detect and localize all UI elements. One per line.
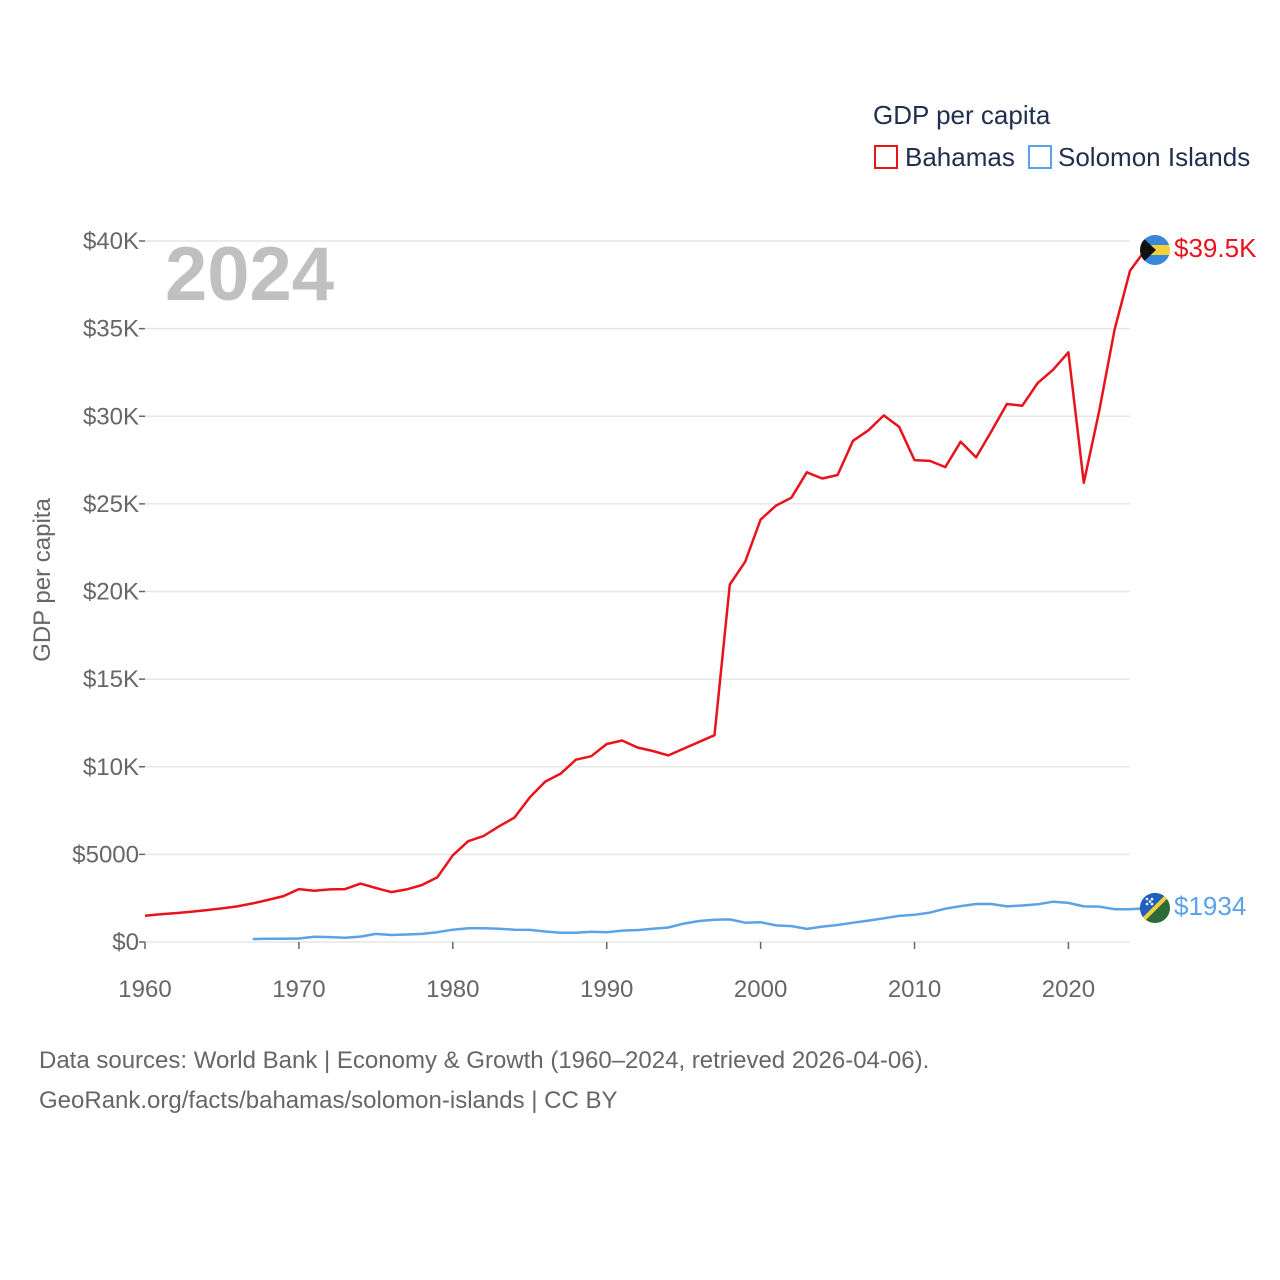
y-tick-label-25000: $25K: [83, 491, 139, 518]
gridlines: [145, 240, 1130, 943]
y-tick-label-40000: $40K: [83, 228, 139, 255]
y-tick-label-30000: $30K: [83, 403, 139, 430]
x-tick-label-1960: 1960: [118, 976, 171, 1003]
x-tick-label-1980: 1980: [426, 976, 479, 1003]
series-line-solomon-islands[interactable]: [252, 900, 1161, 941]
y-axis-label: GDP per capita: [29, 498, 56, 662]
legend-title: GDP per capita: [873, 100, 1051, 130]
series-lines: [144, 248, 1161, 941]
y-tick-label-10000: $10K: [83, 754, 139, 781]
y-tick-label-15000: $15K: [83, 666, 139, 693]
legend-swatch-solomon-islands[interactable]: [1028, 145, 1052, 169]
y-tick-label-20000: $20K: [83, 579, 139, 606]
x-tick-label-2000: 2000: [734, 976, 787, 1003]
end-label-solomon-islands: $1934: [1174, 891, 1246, 921]
series-line-bahamas[interactable]: [144, 248, 1161, 917]
y-tick-label-5000: $5000: [72, 841, 139, 868]
footer-link[interactable]: GeoRank.org/facts/bahamas/solomon-island…: [39, 1087, 618, 1114]
x-tick-label-2020: 2020: [1042, 976, 1095, 1003]
y-axis-ticks: $0 $5000 $10K $15K $20K $25K $30K $35K $40K: [72, 228, 145, 956]
legend-label-solomon-islands[interactable]: Solomon Islands: [1058, 142, 1250, 172]
y-tick-label-0: $0: [112, 929, 139, 956]
x-tick-label-2010: 2010: [888, 976, 941, 1003]
footer-sources: Data sources: World Bank | Economy & Gro…: [39, 1047, 929, 1074]
end-label-bahamas: $39.5K: [1174, 233, 1257, 263]
x-tick-label-1970: 1970: [272, 976, 325, 1003]
legend-label-bahamas[interactable]: Bahamas: [905, 142, 1015, 172]
solomon-islands-flag-icon: [1140, 893, 1170, 923]
x-tick-label-1990: 1990: [580, 976, 633, 1003]
year-label: 2024: [165, 232, 334, 317]
bahamas-flag-icon: [1140, 235, 1170, 265]
x-axis-ticks: 1960 1970 1980 1990 2000 2010 2020: [118, 942, 1095, 1003]
y-tick-label-35000: $35K: [83, 316, 139, 343]
legend-swatch-bahamas[interactable]: [874, 145, 898, 169]
legend: GDP per capita Bahamas Solomon Islands: [873, 100, 1250, 172]
